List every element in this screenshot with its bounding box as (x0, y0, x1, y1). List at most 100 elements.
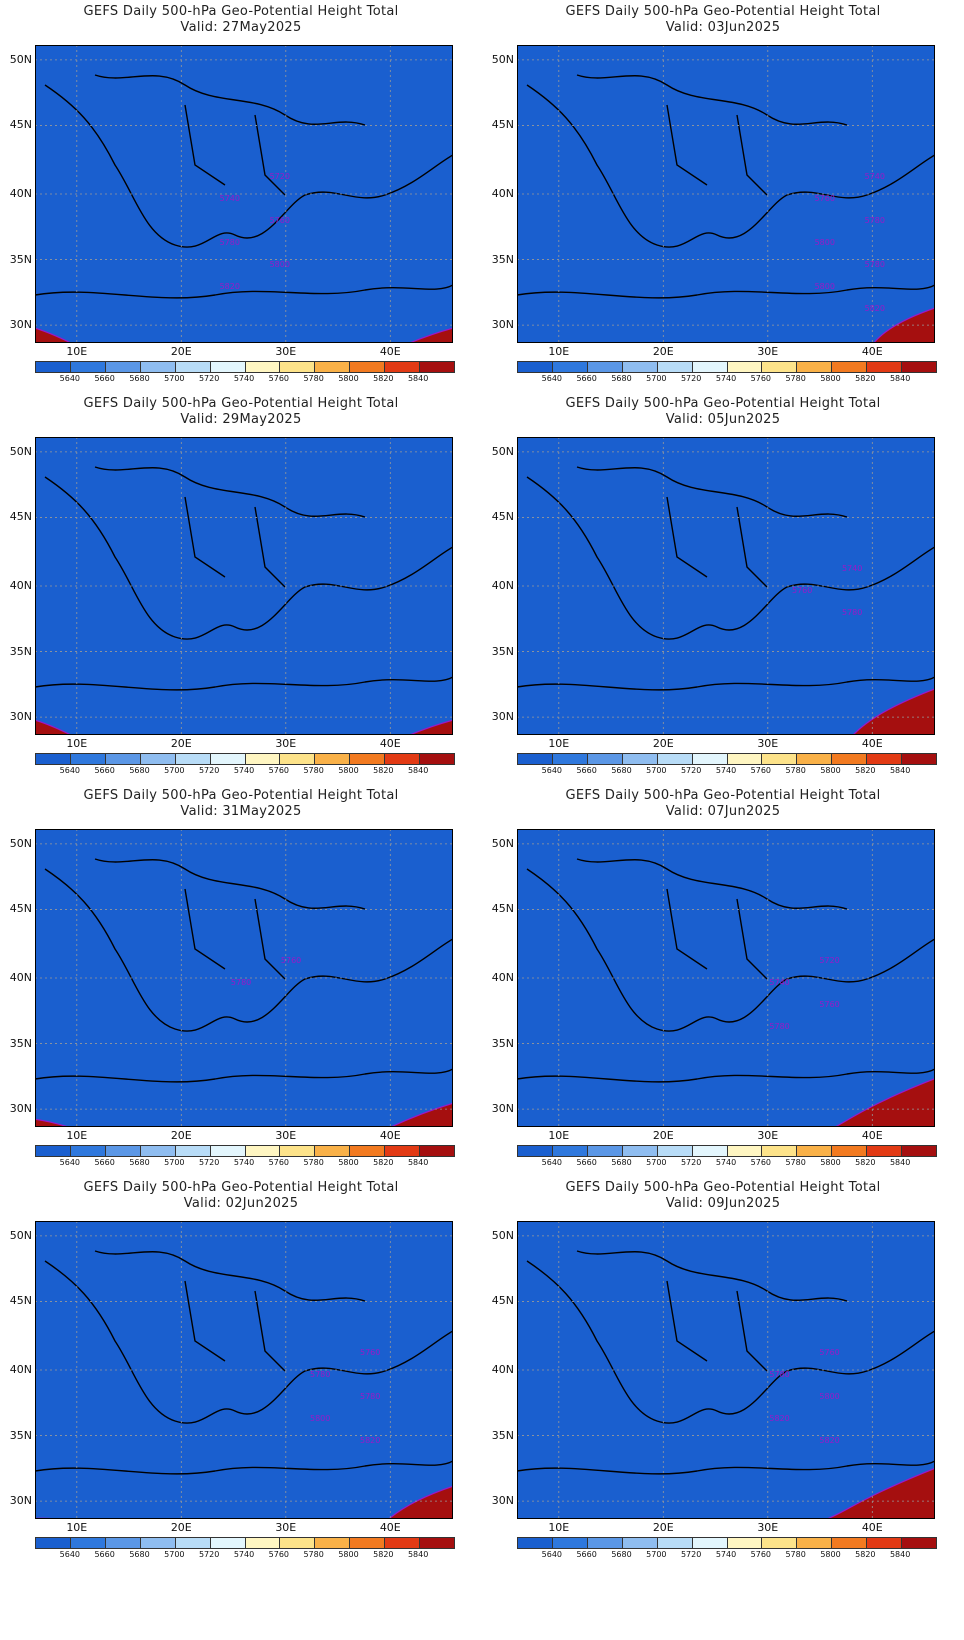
height-contour (517, 829, 935, 1127)
lat-tick-label: 35N (491, 252, 514, 266)
map-panel: GEFS Daily 500-hPa Geo-Potential Height … (482, 1176, 964, 1586)
lon-tick-label: 10E (548, 345, 570, 358)
colorbar-label: 5820 (855, 1158, 876, 1167)
colorbar-swatch (350, 754, 386, 764)
contour-label: 5760 (360, 1348, 380, 1357)
colorbar-label: 5840 (889, 1158, 911, 1167)
colorbar-swatch (902, 1146, 937, 1156)
colorbar-swatch (175, 754, 211, 764)
colorbar-swatch (832, 1146, 868, 1156)
colorbar (517, 753, 937, 765)
colorbar-label: 5820 (855, 1550, 876, 1559)
colorbar-swatch (70, 1146, 106, 1156)
geopotential-map: 5740 5760 5780 (517, 437, 935, 735)
colorbar-label: 5740 (715, 1550, 737, 1559)
colorbar-swatch (797, 754, 833, 764)
plot-frame (35, 45, 453, 343)
colorbar-label: 5840 (407, 1550, 429, 1559)
lat-tick-label: 40N (9, 971, 32, 984)
map-panel: GEFS Daily 500-hPa Geo-Potential Height … (0, 392, 482, 802)
lon-tick-label: 10E (66, 345, 88, 358)
lon-tick-label: 10E (548, 1129, 570, 1142)
lon-tick-label: 40E (379, 737, 401, 750)
colorbar-label: 5800 (820, 766, 841, 775)
lon-tick-label: 30E (757, 345, 779, 358)
colorbar-label: 5640 (541, 374, 562, 383)
plot-frame (35, 1221, 453, 1519)
lon-tick-label: 20E (170, 1129, 192, 1142)
lon-tick-label: 30E (757, 1521, 779, 1534)
colorbar-label: 5680 (611, 1550, 632, 1559)
colorbar-swatch (350, 1538, 386, 1548)
colorbar-swatch (587, 1538, 623, 1548)
colorbar-label: 5740 (233, 1550, 255, 1559)
colorbar-label: 5800 (338, 1550, 359, 1559)
colorbar-swatch (36, 1146, 71, 1156)
colorbar-swatch (175, 362, 211, 372)
colorbar-label: 5840 (889, 766, 911, 775)
colorbar-swatch (245, 1146, 281, 1156)
colorbar-label: 5660 (94, 374, 115, 383)
contour-label: 5820 (819, 1436, 839, 1445)
contour-label: 5740 (865, 172, 885, 181)
colorbar-swatch (210, 362, 246, 372)
colorbar-swatch (622, 754, 658, 764)
colorbar-label: 5660 (94, 1158, 115, 1167)
colorbar-label: 5820 (855, 374, 876, 383)
colorbar-label: 5720 (198, 766, 220, 775)
plot-frame (517, 45, 935, 343)
contour-label: 5740 (769, 978, 789, 987)
lat-tick-label: 45N (9, 510, 32, 524)
coastline (517, 74, 935, 299)
colorbar-label: 5800 (820, 374, 841, 383)
panel-valid-date: Valid: 09Jun2025 (665, 1196, 781, 1211)
colorbar-label: 5640 (541, 1158, 562, 1167)
colorbar-swatch (587, 362, 623, 372)
panel-valid-date: Valid: 07Jun2025 (665, 804, 781, 819)
height-fill-band (35, 45, 453, 343)
colorbar-label: 5820 (855, 766, 876, 775)
colorbar-label: 5660 (576, 1158, 597, 1167)
colorbar-swatch (280, 1538, 316, 1548)
coastline (35, 466, 453, 691)
height-fill-band (35, 1221, 453, 1519)
colorbar-label: 5760 (750, 374, 771, 383)
lon-tick-label: 20E (652, 737, 674, 750)
lat-tick-label: 40N (9, 187, 32, 200)
colorbar-label: 5780 (303, 374, 324, 383)
colorbar-label: 5760 (750, 1550, 771, 1559)
colorbar-label: 5840 (889, 1550, 911, 1559)
map-panel: GEFS Daily 500-hPa Geo-Potential Height … (482, 784, 964, 1194)
colorbar-swatch (36, 754, 71, 764)
colorbar-swatch (518, 1538, 553, 1548)
contour-label: 5760 (819, 1348, 839, 1357)
colorbar-label: 5700 (164, 1158, 185, 1167)
panel-title: GEFS Daily 500-hPa Geo-Potential Height … (565, 788, 881, 803)
colorbar-swatch (727, 754, 763, 764)
colorbar-swatch (832, 362, 868, 372)
height-fill-band (517, 829, 935, 1127)
lat-tick-label: 45N (9, 118, 32, 132)
colorbar-label: 5780 (785, 1550, 806, 1559)
lat-tick-label: 30N (9, 1494, 32, 1508)
colorbar-swatch (552, 362, 588, 372)
colorbar-swatch (245, 1538, 281, 1548)
lat-tick-label: 35N (9, 252, 32, 266)
contour-label: 5780 (231, 978, 251, 987)
contour-label: 5780 (220, 238, 240, 247)
colorbar-label: 5680 (129, 1550, 150, 1559)
colorbar-swatch (867, 1538, 903, 1548)
colorbar-label: 5840 (407, 374, 429, 383)
contour-label: 5820 (769, 1414, 789, 1423)
lat-tick-label: 30N (9, 710, 32, 724)
contour-label: 5780 (842, 608, 862, 617)
panel-valid-date: Valid: 03Jun2025 (665, 20, 781, 35)
contour-label: 5800 (819, 1392, 839, 1401)
lat-tick-label: 40N (491, 1363, 514, 1376)
panel-title: GEFS Daily 500-hPa Geo-Potential Height … (565, 1180, 881, 1195)
height-fill-band (517, 437, 935, 735)
lon-tick-label: 20E (170, 737, 192, 750)
colorbar-swatch (385, 1538, 421, 1548)
colorbar-swatch (692, 754, 728, 764)
lon-tick-label: 10E (548, 737, 570, 750)
